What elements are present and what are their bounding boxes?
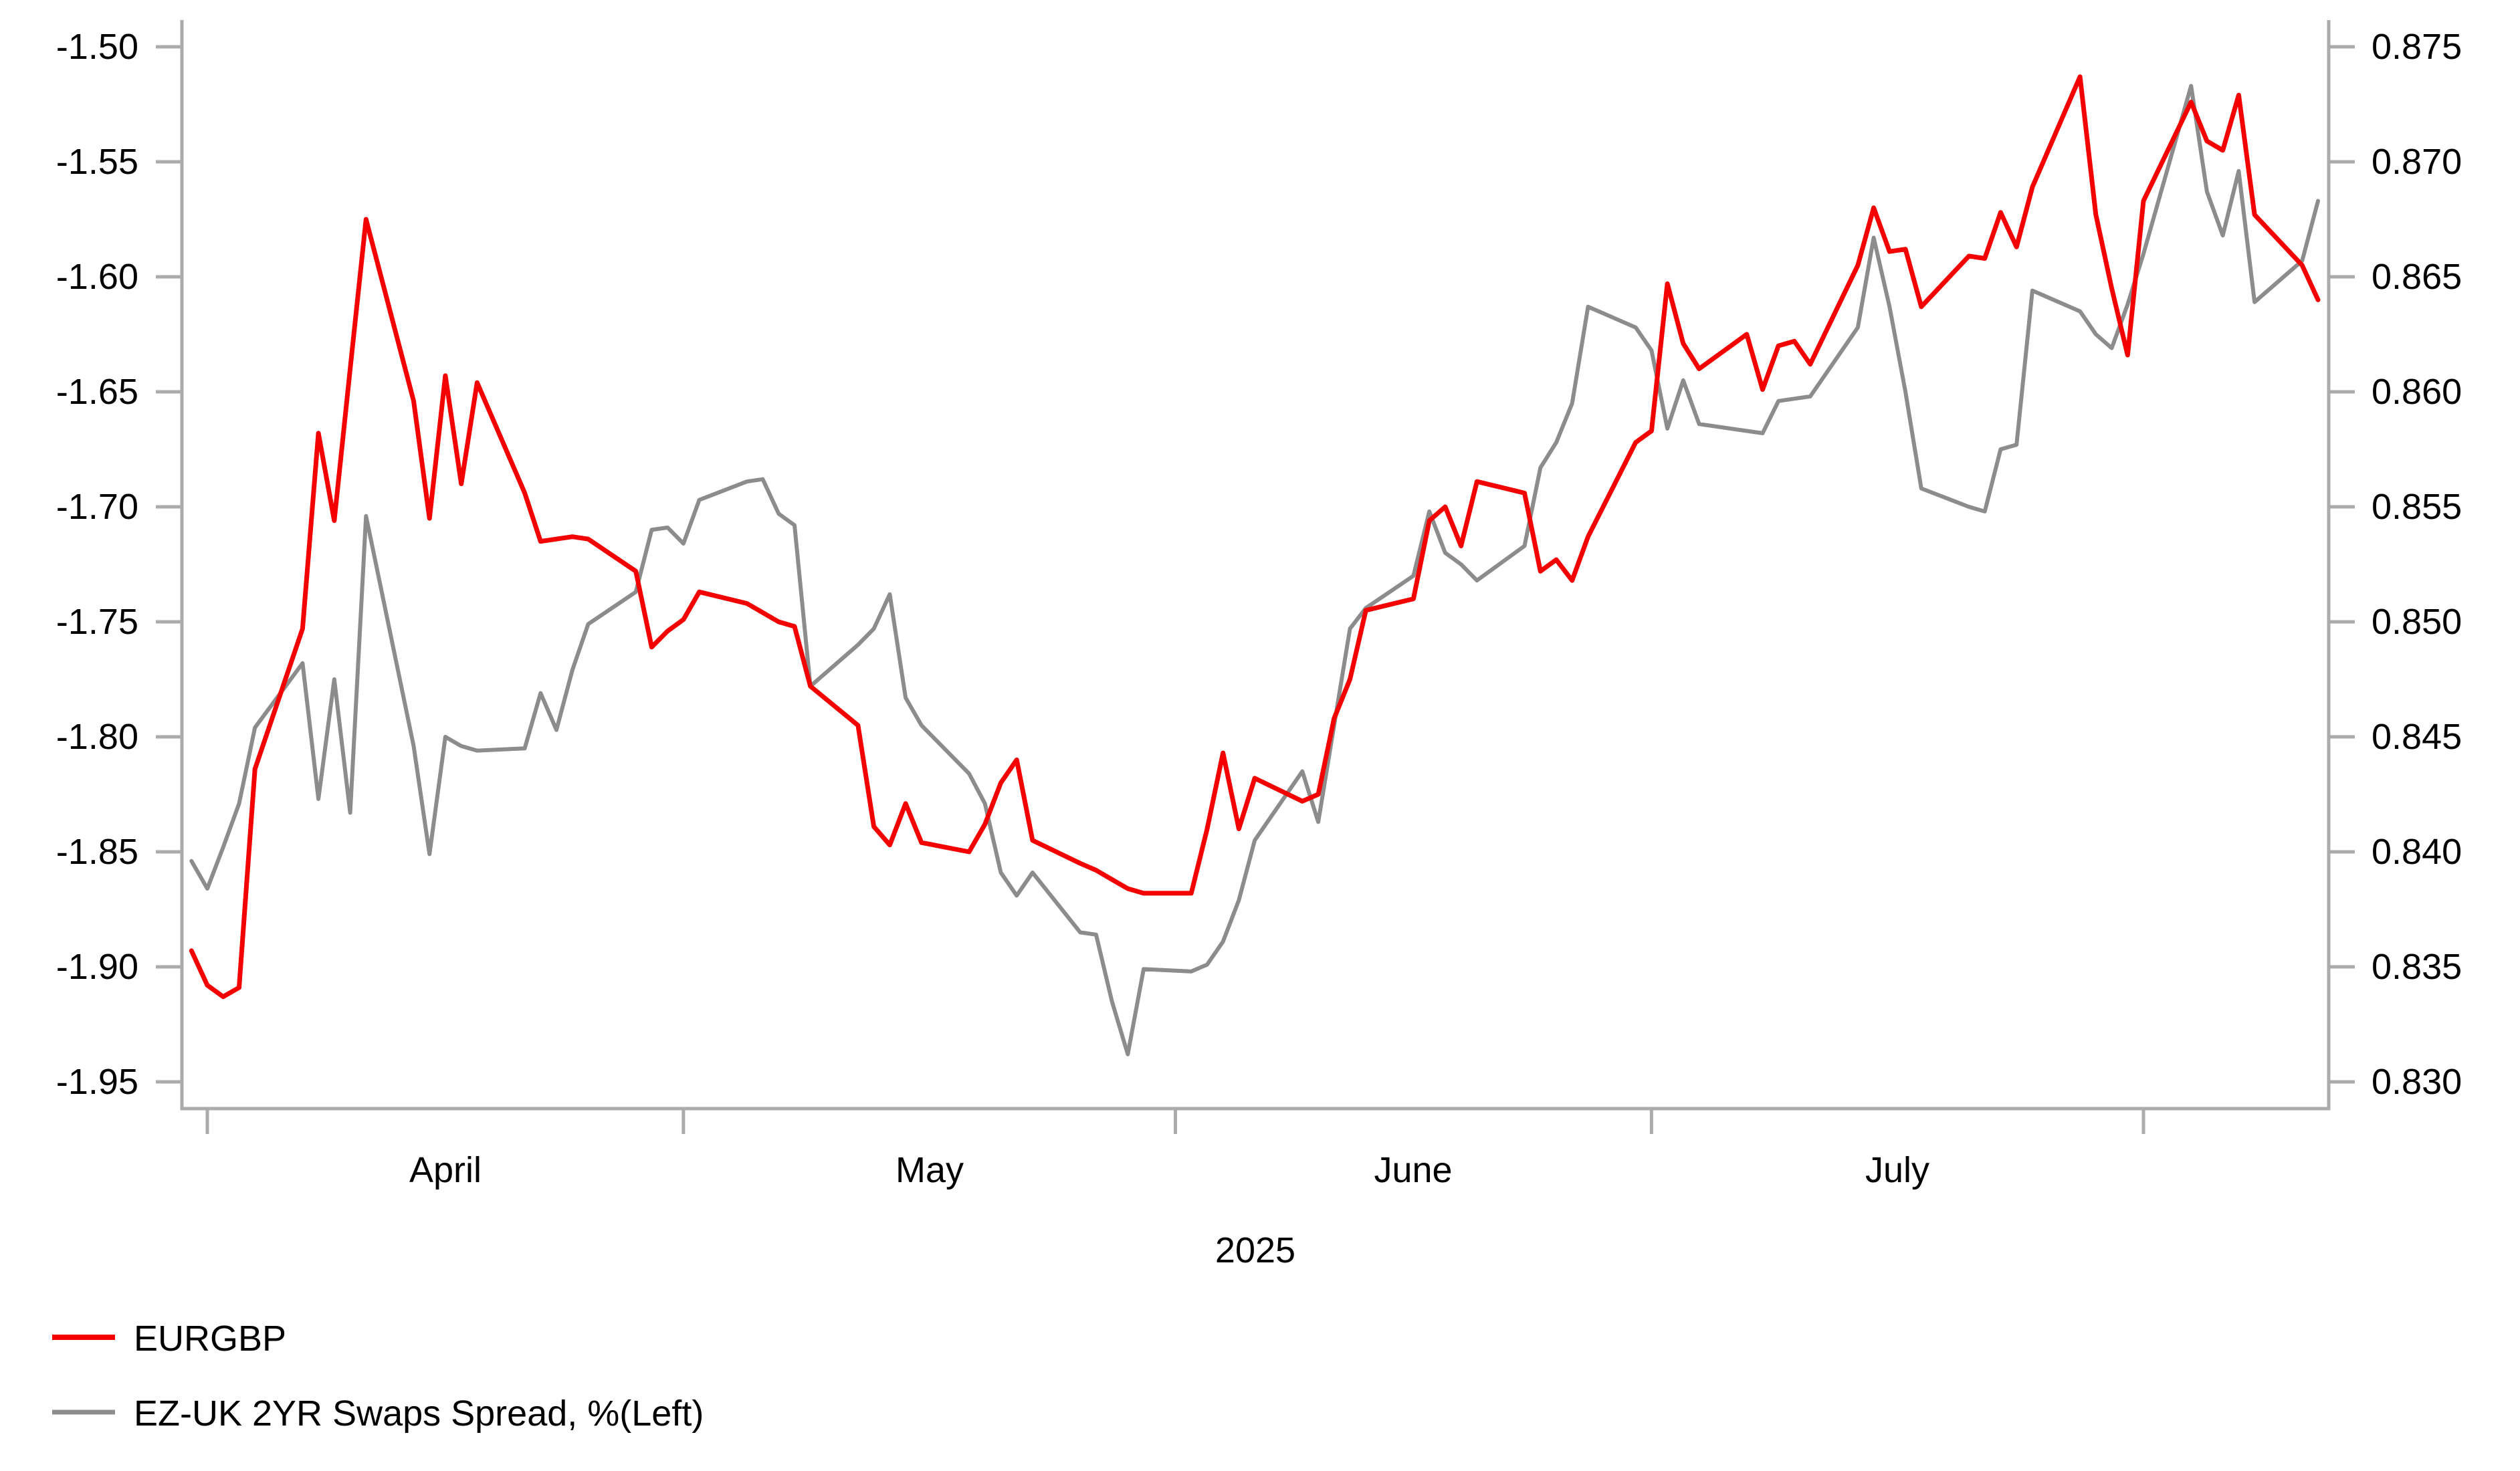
left-tick-label: -1.70 <box>56 487 138 527</box>
right-tick-label: 0.830 <box>2372 1062 2462 1102</box>
right-tick-label: 0.840 <box>2372 832 2462 872</box>
right-tick-label: 0.850 <box>2372 602 2462 642</box>
axes <box>180 20 2331 1111</box>
legend: EURGBP EZ-UK 2YR Swaps Spread, %(Left) <box>52 1319 704 1434</box>
legend-label-spread: EZ-UK 2YR Swaps Spread, %(Left) <box>134 1393 704 1434</box>
left-tick-label: -1.55 <box>56 142 138 182</box>
axis-frame <box>180 20 2331 1111</box>
x-axis-labels: April May June July 2025 <box>409 1150 1929 1270</box>
left-tick-label: -1.90 <box>56 947 138 987</box>
right-tick-label: 0.875 <box>2372 27 2462 67</box>
spread-line-series <box>189 84 2320 1056</box>
right-tick-label: 0.855 <box>2372 487 2462 527</box>
right-tick-label: 0.835 <box>2372 947 2462 987</box>
left-axis-labels: -1.50 -1.55 -1.60 -1.65 -1.70 -1.75 -1.8… <box>56 27 138 1102</box>
left-tick-label: -1.60 <box>56 257 138 297</box>
right-axis-labels: 0.875 0.870 0.865 0.860 0.855 0.850 0.84… <box>2372 27 2462 1102</box>
month-label-may: May <box>896 1150 964 1190</box>
year-label: 2025 <box>1215 1230 1295 1270</box>
right-tick-label: 0.870 <box>2372 142 2462 182</box>
month-label-july: July <box>1865 1150 1929 1190</box>
eurgbp-line-series <box>189 74 2321 1000</box>
month-label-june: June <box>1374 1150 1452 1190</box>
legend-label-eurgbp: EURGBP <box>134 1319 286 1359</box>
right-tick-label: 0.860 <box>2372 372 2462 412</box>
right-tick-label: 0.845 <box>2372 717 2462 757</box>
left-tick-label: -1.95 <box>56 1062 138 1102</box>
left-tick-label: -1.75 <box>56 602 138 642</box>
left-tick-label: -1.65 <box>56 372 138 412</box>
month-label-april: April <box>409 1150 482 1190</box>
tick-marks <box>156 45 2355 1134</box>
left-tick-label: -1.50 <box>56 27 138 67</box>
series-lines <box>189 74 2321 1056</box>
right-tick-label: 0.865 <box>2372 257 2462 297</box>
left-tick-label: -1.80 <box>56 717 138 757</box>
left-tick-label: -1.85 <box>56 832 138 872</box>
